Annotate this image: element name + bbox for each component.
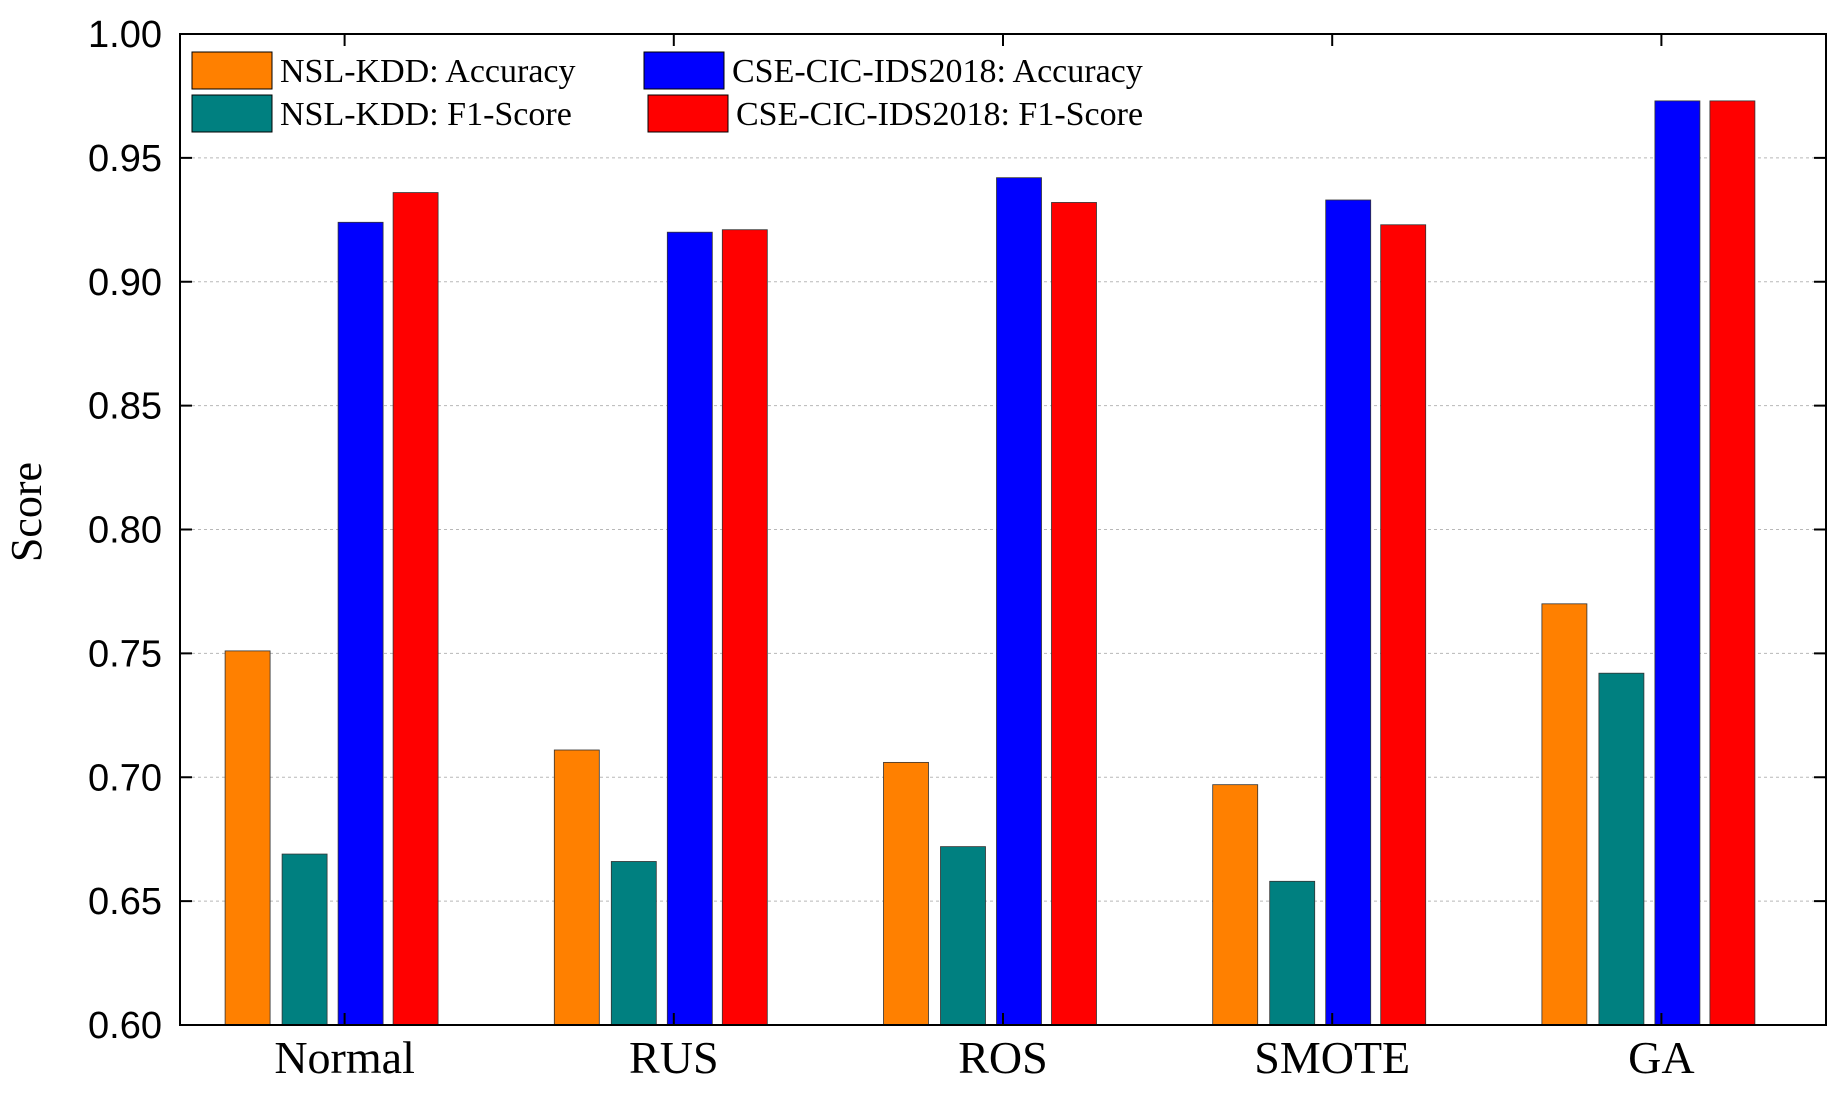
x-tick-label: Normal — [274, 1032, 415, 1083]
legend-swatch — [191, 51, 273, 90]
bar-2-normal — [281, 853, 328, 1026]
y-tick-label: 0.90 — [88, 262, 162, 304]
bar-1-ga — [1541, 603, 1588, 1026]
x-tick-label: ROS — [958, 1032, 1047, 1083]
y-tick-label: 0.95 — [88, 138, 162, 180]
bar-1-rus — [553, 749, 600, 1026]
bar-3-smote — [1325, 199, 1372, 1026]
bar-3-ga — [1654, 100, 1701, 1026]
bar-4-rus — [721, 229, 768, 1026]
y-tick-label: 0.85 — [88, 386, 162, 428]
x-tick-label: GA — [1628, 1032, 1694, 1083]
legend-swatch — [643, 51, 725, 90]
axis-ticks: 0.60 0.65 0.70 0.75 0.80 0.85 0.90 0.95 1.00 Norm… — [88, 14, 1826, 1083]
x-tick-label: RUS — [629, 1032, 718, 1083]
y-tick-label: 1.00 — [88, 14, 162, 56]
y-tick-label: 0.80 — [88, 510, 162, 552]
bar-1-ros — [883, 761, 929, 1026]
bar-4-normal — [392, 192, 439, 1026]
y-tick-label: 0.65 — [88, 881, 162, 923]
bar-1-normal — [224, 650, 271, 1026]
x-tick-label: SMOTE — [1254, 1032, 1410, 1083]
bar-2-ros — [940, 846, 986, 1026]
bar-3-normal — [337, 221, 384, 1026]
bar-2-rus — [610, 861, 657, 1026]
legend-swatch — [191, 94, 273, 133]
bar-3-ros — [996, 177, 1042, 1026]
bars — [224, 100, 1756, 1026]
legend-swatch — [647, 94, 729, 133]
legend-label: NSL-KDD: F1-Score — [280, 96, 572, 133]
bar-4-ros — [1051, 202, 1097, 1026]
bar-4-ga — [1709, 100, 1756, 1026]
bar-2-ga — [1598, 672, 1645, 1026]
y-tick-label: 0.60 — [88, 1005, 162, 1047]
bar-4-smote — [1380, 224, 1427, 1026]
bar-1-smote — [1212, 784, 1259, 1026]
y-tick-label: 0.70 — [88, 757, 162, 799]
legend-label: CSE-CIC-IDS2018: Accuracy — [732, 53, 1143, 90]
y-tick-label: 0.75 — [88, 633, 162, 675]
bar-2-smote — [1269, 880, 1316, 1026]
legend-label: NSL-KDD: Accuracy — [280, 53, 576, 90]
legend: NSL-KDD: Accuracy NSL-KDD: F1-Score CSE-CI… — [191, 51, 1143, 133]
y-axis-label: Score — [2, 462, 51, 562]
bar-3-rus — [666, 231, 713, 1026]
legend-label: CSE-CIC-IDS2018: F1-Score — [736, 96, 1143, 133]
